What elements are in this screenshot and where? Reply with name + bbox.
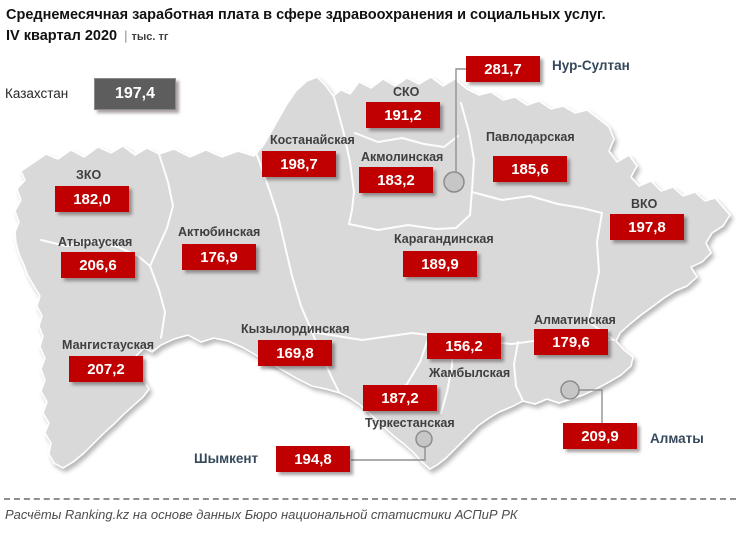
value-badge-zko: 182,0 xyxy=(55,186,129,212)
value-badge-turkestan: 187,2 xyxy=(363,385,437,411)
value-badge-sko: 191,2 xyxy=(366,102,440,128)
connector-almaty xyxy=(579,389,603,424)
region-label-sko: СКО xyxy=(393,85,420,99)
region-label-zhambyl: Жамбылская xyxy=(429,366,511,380)
city-marker-almaty xyxy=(560,380,580,400)
unit-label: тыс. тг xyxy=(131,31,169,43)
value-badge-mangystau: 207,2 xyxy=(69,356,143,382)
source-note: Расчёты Ranking.kz на основе данных Бюро… xyxy=(5,507,518,522)
value-badge-akmola: 183,2 xyxy=(359,167,433,193)
region-label-akmola: Акмолинская xyxy=(361,150,444,164)
region-label-almaty-region: Алматинская xyxy=(534,313,616,327)
region-label-vko: ВКО xyxy=(631,197,658,211)
chart-period: IV квартал 2020 xyxy=(6,28,118,44)
national-value-badge: 197,4 xyxy=(94,78,176,110)
value-badge-atyrau: 206,6 xyxy=(61,252,135,278)
city-label-shymkent: Шымкент xyxy=(194,451,259,466)
value-badge-almaty: 209,9 xyxy=(563,423,637,449)
city-marker-shymkent xyxy=(415,430,433,448)
city-label-nur-sultan: Нур-Султан xyxy=(552,58,630,73)
value-badge-shymkent: 194,8 xyxy=(276,446,350,472)
value-badge-karaganda: 189,9 xyxy=(403,251,477,277)
value-badge-almaty-region: 179,6 xyxy=(534,329,608,355)
value-badge-kyzylorda: 169,8 xyxy=(258,340,332,366)
region-label-kostanay: Костанайская xyxy=(270,133,355,147)
connector-nur-sultan xyxy=(455,68,466,173)
connector-shymkent xyxy=(351,447,426,461)
connector-lines xyxy=(351,68,603,461)
region-label-pavlodar: Павлодарская xyxy=(486,130,575,144)
value-badge-nur-sultan: 281,7 xyxy=(466,56,540,82)
region-label-atyrau: Атырауская xyxy=(58,235,133,249)
value-badge-zhambyl: 156,2 xyxy=(427,333,501,359)
footer-divider xyxy=(4,498,736,500)
national-label: Казахстан xyxy=(5,86,69,101)
value-badge-vko: 197,8 xyxy=(610,214,684,240)
region-label-turkestan: Туркестанская xyxy=(365,416,455,430)
city-marker-nur-sultan xyxy=(443,171,465,193)
chart-title-line2: IV квартал 2020 | тыс. тг xyxy=(6,28,168,44)
region-label-mangystau: Мангистауская xyxy=(62,338,155,352)
value-badge-pavlodar: 185,6 xyxy=(493,156,567,182)
unit-separator: | xyxy=(124,28,128,43)
region-label-karaganda: Карагандинская xyxy=(394,232,494,246)
value-badge-kostanay: 198,7 xyxy=(262,151,336,177)
region-label-kyzylorda: Кызылординская xyxy=(241,322,350,336)
chart-title-line1: Среднемесячная заработная плата в сфере … xyxy=(6,7,606,23)
city-label-almaty: Алматы xyxy=(650,431,704,446)
region-label-zko: ЗКО xyxy=(76,168,102,182)
region-label-aktobe: Актюбинская xyxy=(178,225,261,239)
value-badge-aktobe: 176,9 xyxy=(182,244,256,270)
